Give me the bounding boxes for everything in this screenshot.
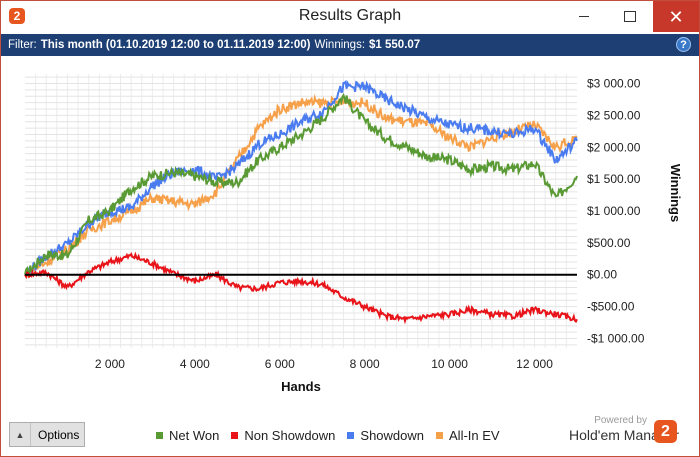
caret-up-icon: ▲ [10,423,31,446]
winnings-value: $1 550.07 [369,39,421,51]
brand-name: Hold'em Manager [569,427,680,443]
minimize-button[interactable] [561,1,607,32]
x-tick-label: 2 000 [95,357,125,371]
powered-by: Powered by Hold'em Manager [569,415,680,443]
maximize-icon [624,11,636,22]
x-tick-label: 8 000 [350,357,380,371]
series-line-net-won [24,92,578,277]
series-line-non-showdown [24,251,578,325]
maximize-button[interactable] [607,1,653,32]
legend-label-net-won: Net Won [169,428,220,443]
x-axis-title: Hands [281,379,321,394]
x-tick-label: 6 000 [265,357,295,371]
y-tick-label: -$1 000.00 [587,331,645,345]
close-button[interactable]: ✕ [653,1,699,32]
legend-label-non-showdown: Non Showdown [244,428,336,443]
legend-item-net-won[interactable]: Net Won [156,428,219,443]
legend-label-showdown: Showdown [360,428,425,443]
options-button[interactable]: ▲ Options [9,422,85,447]
chart-legend: Net Won Non Showdown Showdown All-In EV [156,428,512,443]
y-tick-label: $0.00 [587,268,617,282]
results-chart[interactable]: $3 000.00 $2 500.00 $2 000.00 $1 500.00 $1 0… [1,56,699,416]
minimize-icon [579,16,589,17]
filter-value: This month (01.10.2019 12:00 to 01.11.20… [40,39,311,51]
close-icon: ✕ [668,6,684,27]
y-tick-label: $500.00 [587,236,631,250]
filter-bar: Filter: This month (01.10.2019 12:00 to … [1,34,699,56]
legend-swatch-all-in-ev [436,432,444,439]
x-tick-label: 10 000 [431,357,468,371]
legend-item-non-showdown[interactable]: Non Showdown [231,428,335,443]
window-title: Results Graph [298,7,402,24]
x-tick-label: 12 000 [516,357,553,371]
legend-item-all-in-ev[interactable]: All-In EV [436,428,500,443]
holdem-manager-logo-icon: 2 [654,420,677,443]
y-tick-label: $2 500.00 [587,108,641,122]
y-tick-label: $1 500.00 [587,172,641,186]
y-tick-label: $1 000.00 [587,204,641,218]
y-axis-title: Winnings [668,164,683,222]
legend-swatch-showdown [347,432,355,439]
x-tick-label: 4 000 [180,357,210,371]
options-label: Options [38,427,80,442]
legend-label-all-in-ev: All-In EV [449,428,500,443]
filter-prefix: Filter: [8,39,37,51]
y-tick-label: $2 000.00 [587,140,641,154]
series-line-all-in-ev [24,93,578,278]
footer-bar: ▲ Options Net Won Non Showdown Showdown … [1,415,699,456]
app-logo-icon: 2 [9,8,25,24]
title-bar[interactable]: 2 Results Graph ✕ [1,1,699,33]
winnings-label: Winnings: [314,39,366,51]
y-tick-label: $3 000.00 [587,77,641,91]
legend-swatch-non-showdown [231,432,239,439]
powered-by-label: Powered by [594,415,647,426]
legend-item-showdown[interactable]: Showdown [347,428,424,443]
legend-swatch-net-won [156,432,163,439]
help-icon[interactable]: ? [676,37,691,52]
y-tick-label: -$500.00 [587,300,635,314]
series-line-showdown [24,79,578,277]
